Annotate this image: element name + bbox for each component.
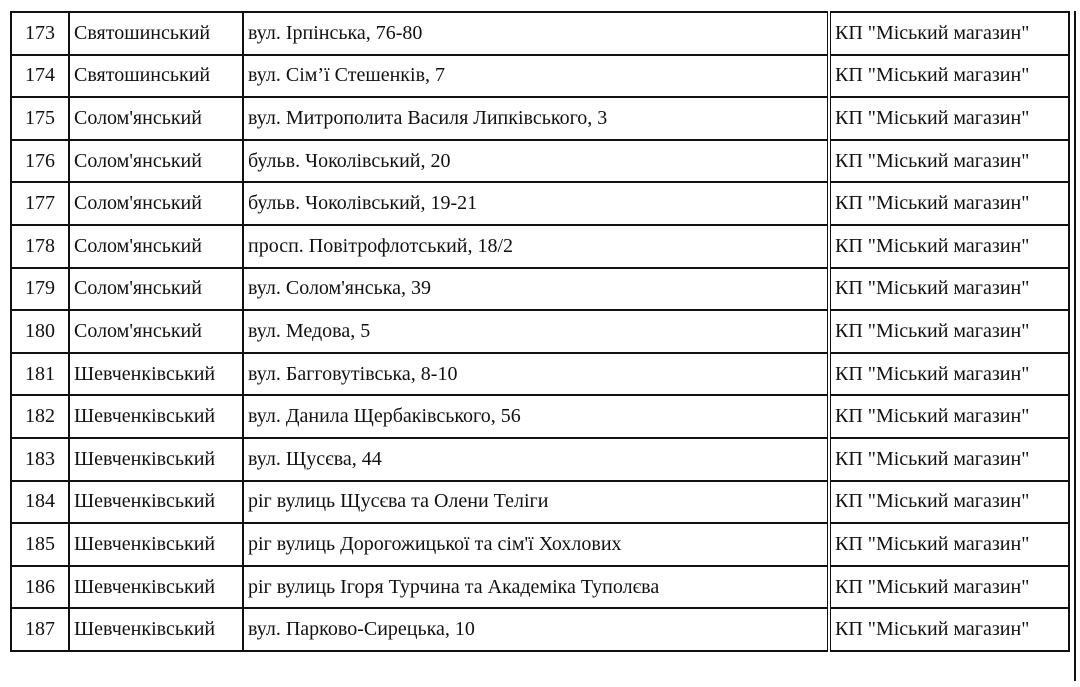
address: вул. Митрополита Василя Липківського, 3 xyxy=(242,96,830,141)
row-number: 177 xyxy=(10,181,70,226)
table-row: 178 Солом'янський просп. Повітрофлотський,… xyxy=(10,223,1070,269)
district: Шевченківський xyxy=(68,564,244,610)
owner: КП "Міський магазин" xyxy=(827,607,1070,652)
owner: КП "Міський магазин" xyxy=(827,309,1070,354)
district: Шевченківський xyxy=(68,522,244,567)
owner: КП "Міський магазин" xyxy=(827,479,1070,525)
table-row: 184 Шевченківський ріг вулиць Щусєва та Ол… xyxy=(10,479,1070,525)
table-edge xyxy=(1074,11,1076,681)
row-number: 186 xyxy=(10,564,70,610)
table-row: 173 Святошинський вул. Ірпінська, 76-80 КП … xyxy=(10,11,1070,56)
table-row: 181 Шевченківський вул. Багговутівська, 8-… xyxy=(10,351,1070,397)
row-number: 175 xyxy=(10,96,70,141)
owner: КП "Міський магазин" xyxy=(827,138,1070,184)
row-number: 179 xyxy=(10,266,70,312)
district: Святошинський xyxy=(68,53,244,99)
row-number: 174 xyxy=(10,53,70,99)
table-row: 182 Шевченківський вул. Данила Щербаківськ… xyxy=(10,394,1070,439)
table-row: 186 Шевченківський ріг вулиць Ігоря Турчин… xyxy=(10,564,1070,610)
district: Шевченківський xyxy=(68,436,244,482)
owner: КП "Міський магазин" xyxy=(827,96,1070,141)
address: бульв. Чоколівський, 20 xyxy=(242,138,830,184)
address: вул. Солом'янська, 39 xyxy=(242,266,830,312)
table-row: 177 Солом'янський бульв. Чоколівський, 19-… xyxy=(10,181,1070,226)
district: Солом'янський xyxy=(68,96,244,141)
address: бульв. Чоколівський, 19-21 xyxy=(242,181,830,226)
table-row: 183 Шевченківський вул. Щусєва, 44 КП "Місь… xyxy=(10,436,1070,482)
row-number: 180 xyxy=(10,309,70,354)
row-number: 181 xyxy=(10,351,70,397)
address: ріг вулиць Дорогожицької та сім'ї Хохлов… xyxy=(242,522,830,567)
district: Шевченківський xyxy=(68,607,244,652)
address: вул. Данила Щербаківського, 56 xyxy=(242,394,830,439)
table-row: 176 Солом'янський бульв. Чоколівський, 20 К… xyxy=(10,138,1070,184)
district: Солом'янський xyxy=(68,309,244,354)
district: Солом'янський xyxy=(68,266,244,312)
owner: КП "Міський магазин" xyxy=(827,181,1070,226)
row-number: 176 xyxy=(10,138,70,184)
district: Солом'янський xyxy=(68,181,244,226)
owner: КП "Міський магазин" xyxy=(827,53,1070,99)
district: Солом'янський xyxy=(68,138,244,184)
address: вул. Медова, 5 xyxy=(242,309,830,354)
district: Шевченківський xyxy=(68,479,244,525)
row-number: 183 xyxy=(10,436,70,482)
row-number: 185 xyxy=(10,522,70,567)
table: 173 Святошинський вул. Ірпінська, 76-80 КП … xyxy=(10,11,1070,652)
table-row: 187 Шевченківський вул. Парково-Сирецька, … xyxy=(10,607,1070,652)
owner: КП "Міський магазин" xyxy=(827,351,1070,397)
table-row: 179 Солом'янський вул. Солом'янська, 39 КП … xyxy=(10,266,1070,312)
row-number: 178 xyxy=(10,223,70,269)
owner: КП "Міський магазин" xyxy=(827,436,1070,482)
owner: КП "Міський магазин" xyxy=(827,522,1070,567)
table-row: 175 Солом'янський вул. Митрополита Василя … xyxy=(10,96,1070,141)
owner: КП "Міський магазин" xyxy=(827,223,1070,269)
table-row: 180 Солом'янський вул. Медова, 5 КП "Міськи… xyxy=(10,309,1070,354)
address: ріг вулиць Ігоря Турчина та Академіка Ту… xyxy=(242,564,830,610)
district: Святошинський xyxy=(68,11,244,56)
district: Солом'янський xyxy=(68,223,244,269)
district: Шевченківський xyxy=(68,394,244,439)
address: вул. Щусєва, 44 xyxy=(242,436,830,482)
row-number: 184 xyxy=(10,479,70,525)
row-number: 173 xyxy=(10,11,70,56)
owner: КП "Міський магазин" xyxy=(827,394,1070,439)
district: Шевченківський xyxy=(68,351,244,397)
table-row: 185 Шевченківський ріг вулиць Дорогожицько… xyxy=(10,522,1070,567)
address: вул. Ірпінська, 76-80 xyxy=(242,11,830,56)
owner: КП "Міський магазин" xyxy=(827,266,1070,312)
row-number: 187 xyxy=(10,607,70,652)
address: вул. Багговутівська, 8-10 xyxy=(242,351,830,397)
address: ріг вулиць Щусєва та Олени Теліги xyxy=(242,479,830,525)
owner: КП "Міський магазин" xyxy=(827,11,1070,56)
row-number: 182 xyxy=(10,394,70,439)
address: просп. Повітрофлотський, 18/2 xyxy=(242,223,830,269)
owner: КП "Міський магазин" xyxy=(827,564,1070,610)
address: вул. Парково-Сирецька, 10 xyxy=(242,607,830,652)
address: вул. Сім’ї Стешенків, 7 xyxy=(242,53,830,99)
